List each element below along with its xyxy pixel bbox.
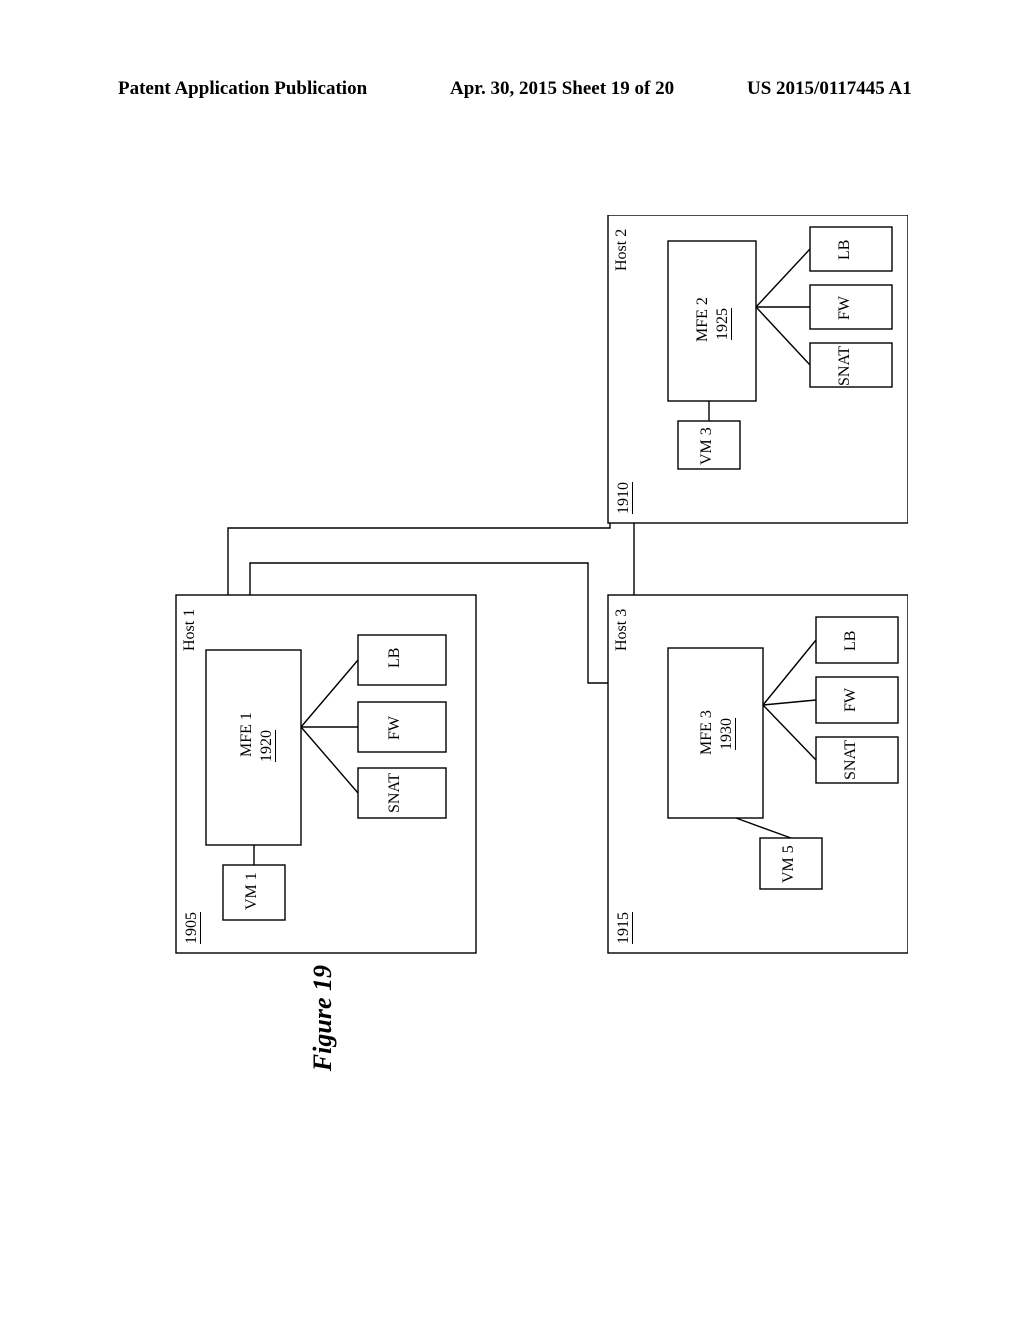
host1-vm-label: VM 1 <box>243 872 261 910</box>
host2-snat-label: SNAT <box>836 343 854 388</box>
host3-mfe-ref: 1930 <box>718 715 736 753</box>
host1-label: Host 1 <box>181 605 199 655</box>
host3-snat-label: SNAT <box>842 737 860 782</box>
host3-label: Host 3 <box>613 605 631 655</box>
host3-vm-label: VM 5 <box>780 845 798 883</box>
host2-mfe-box <box>668 241 756 401</box>
host2-vm-label: VM 3 <box>698 427 716 465</box>
host2-lb-label: LB <box>836 237 854 262</box>
figure-diagram: Host 1 MFE 1 1920 VM 1 LB FW SNAT 1905 H… <box>118 215 908 1145</box>
host1-lb-label: LB <box>386 643 404 673</box>
host2-fw-label: FW <box>836 293 854 323</box>
link-host1-host2 <box>228 276 668 650</box>
host2-mfe-label: MFE 2 <box>694 295 712 345</box>
host1-ref: 1905 <box>183 908 201 948</box>
host1-mfe-ref: 1920 <box>258 727 276 765</box>
host2-label: Host 2 <box>613 225 631 275</box>
host2-group <box>608 215 908 523</box>
header-right: US 2015/0117445 A1 <box>747 78 912 100</box>
host1-group <box>176 595 476 953</box>
host3-fw-label: FW <box>842 685 860 715</box>
host3-group <box>608 595 908 953</box>
host1-fw-label: FW <box>386 713 404 743</box>
host1-mfe-label: MFE 1 <box>238 710 256 760</box>
host3-ref: 1915 <box>615 908 633 948</box>
host2-mfe-ref: 1925 <box>714 305 732 343</box>
header-left: Patent Application Publication <box>118 78 367 100</box>
host1-snat-label: SNAT <box>386 770 404 815</box>
figure-caption: Figure 19 <box>308 965 338 1071</box>
host2-ref: 1910 <box>615 478 633 518</box>
host3-mfe-label: MFE 3 <box>698 708 716 758</box>
header-mid: Apr. 30, 2015 Sheet 19 of 20 <box>450 78 674 100</box>
host3-lb-label: LB <box>842 628 860 653</box>
